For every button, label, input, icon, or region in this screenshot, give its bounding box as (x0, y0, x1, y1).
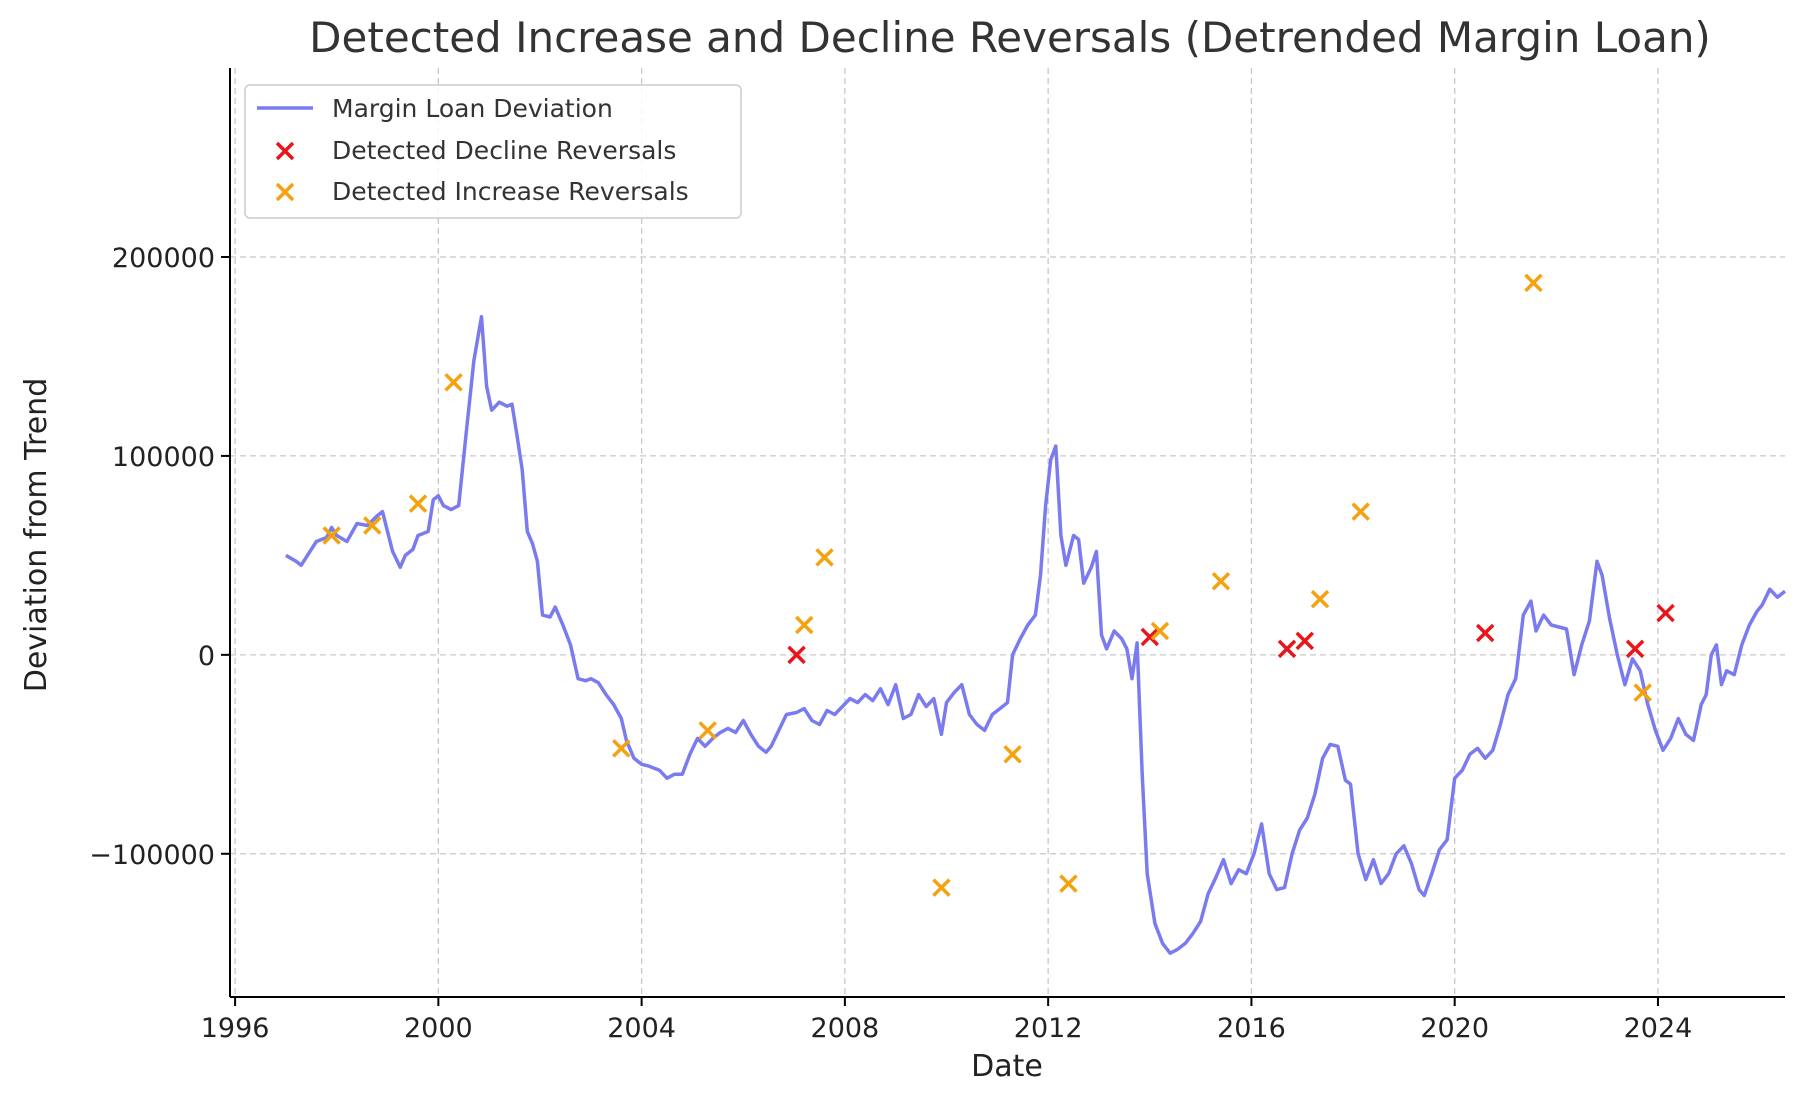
x-tick-label-1996: 1996 (201, 1013, 270, 1044)
increase-reversal-marker-7 (815, 548, 834, 567)
increase-reversal-marker-3 (444, 373, 463, 392)
series-line-margin-loan-deviation (285, 314, 1787, 955)
x-tick-label-2004: 2004 (607, 1013, 676, 1044)
y-axis-label: Deviation from Trend (19, 378, 54, 693)
decline-reversal-marker-0 (787, 645, 806, 665)
increase-reversal-marker-11 (1150, 621, 1170, 641)
x-tick-label-2016: 2016 (1217, 1013, 1286, 1044)
y-axis-ticks: −100000 0 100000 200000 (89, 243, 230, 871)
grid-lines (230, 68, 1785, 997)
decline-reversal-marker-2 (1277, 639, 1297, 659)
increase-reversal-marker-15 (1524, 273, 1543, 293)
legend-decline-x-icon (275, 141, 295, 161)
legend-decline-x-shape (275, 141, 295, 161)
increase-reversal-markers (322, 273, 1652, 897)
increase-reversal-marker-16 (1633, 683, 1652, 702)
increase-reversal-marker-9 (1003, 745, 1022, 764)
increase-reversal-marker-4 (612, 739, 631, 758)
axes (229, 68, 1785, 998)
decline-reversal-marker-4 (1475, 623, 1495, 643)
x-axis-label: Date (971, 1049, 1043, 1084)
x-tick-label-2000: 2000 (404, 1013, 473, 1044)
increase-reversal-marker-10 (1059, 874, 1078, 893)
legend-label-margin-loan-deviation: Margin Loan Deviation (332, 94, 613, 123)
plot-area (285, 273, 1787, 955)
increase-reversal-marker-14 (1351, 502, 1370, 521)
legend-label-increase-reversals: Detected Increase Reversals (332, 177, 689, 206)
increase-reversal-marker-12 (1211, 572, 1231, 591)
increase-reversal-marker-8 (932, 878, 951, 897)
x-tick-label-2020: 2020 (1420, 1013, 1489, 1044)
decline-reversal-marker-1 (1140, 627, 1160, 647)
y-tick-label-0: −100000 (89, 840, 215, 871)
legend: Margin Loan Deviation Detected Decline R… (244, 84, 742, 219)
increase-reversal-marker-5 (698, 721, 717, 740)
legend-increase-x-icon (275, 182, 295, 202)
decline-reversal-marker-5 (1625, 639, 1645, 659)
decline-reversal-marker-6 (1656, 603, 1675, 623)
decline-reversal-markers (787, 603, 1675, 665)
y-tick-label-1: 0 (198, 641, 215, 672)
increase-reversal-marker-0 (322, 526, 341, 545)
y-tick-label-3: 200000 (112, 243, 215, 274)
legend-box (244, 84, 742, 219)
x-tick-label-2012: 2012 (1014, 1013, 1083, 1044)
legend-label-decline-reversals: Detected Decline Reversals (332, 136, 676, 165)
decline-reversal-marker-3 (1295, 631, 1315, 651)
increase-reversal-marker-2 (408, 494, 428, 513)
increase-reversal-marker-1 (363, 516, 382, 535)
chart-title: Detected Increase and Decline Reversals … (309, 13, 1711, 62)
x-tick-label-2024: 2024 (1624, 1013, 1693, 1044)
increase-reversal-marker-13 (1310, 589, 1330, 609)
x-tick-label-2008: 2008 (811, 1013, 880, 1044)
legend-increase-x-shape (275, 182, 295, 202)
x-axis-ticks: 1996 2000 2004 2008 2012 2016 2020 2024 (201, 997, 1693, 1044)
increase-reversal-marker-6 (794, 615, 814, 635)
y-tick-label-2: 100000 (112, 442, 215, 473)
